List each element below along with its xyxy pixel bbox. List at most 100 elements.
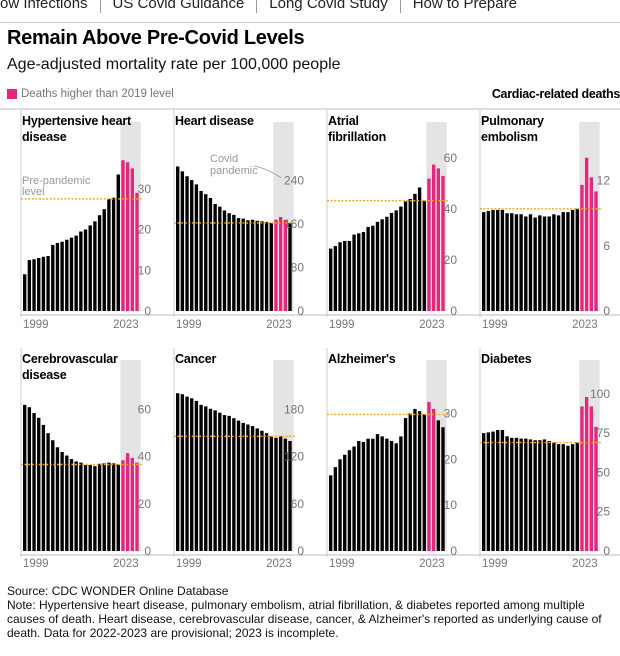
bar: [561, 212, 565, 311]
bar: [361, 232, 366, 311]
x-tick-label: 2023: [266, 558, 292, 570]
footnote: Note: Hypertensive heart disease, pulmon…: [7, 598, 602, 640]
y-tick-label: 0: [297, 304, 304, 318]
bar: [264, 221, 269, 311]
bar: [566, 445, 570, 551]
bar: [408, 413, 412, 551]
section-label: Cardiac-related deaths: [491, 87, 620, 101]
bar: [528, 214, 533, 311]
bar: [389, 212, 394, 311]
bar: [51, 440, 55, 551]
y-tick-label: 40: [138, 450, 152, 464]
bar: [380, 219, 384, 311]
nav-link-infections[interactable]: ow Infections: [0, 0, 101, 13]
bar: [130, 457, 135, 551]
bar: [528, 439, 533, 551]
bar: [176, 166, 180, 311]
bar: [575, 442, 579, 551]
legend-label: Deaths higher than 2019 level: [21, 88, 174, 100]
footer: Source: CDC WONDER Online Database Note:…: [7, 584, 607, 640]
bar: [27, 260, 32, 311]
bar: [594, 191, 598, 311]
bar: [431, 164, 436, 311]
y-tick-label: 20: [138, 223, 152, 237]
panel-title: Cancer: [175, 352, 217, 366]
bar: [88, 225, 92, 311]
bar: [32, 259, 36, 311]
bar: [375, 434, 380, 551]
bar: [496, 209, 500, 311]
bar: [413, 408, 417, 551]
bar: [441, 427, 445, 551]
bar: [329, 248, 333, 311]
bar: [352, 234, 356, 311]
bar: [88, 464, 92, 551]
bar: [125, 162, 130, 311]
bar: [222, 415, 227, 551]
bar: [514, 214, 519, 311]
bar: [589, 406, 594, 551]
y-tick-label: 0: [144, 304, 151, 318]
bar: [482, 212, 486, 311]
bar: [584, 157, 589, 311]
bar: [352, 446, 356, 551]
bar: [41, 256, 46, 311]
bar: [250, 426, 255, 551]
x-tick-label: 1999: [482, 319, 508, 331]
bar: [255, 428, 259, 551]
y-tick-label: 30: [444, 407, 458, 421]
bar: [427, 178, 431, 311]
bar: [366, 438, 370, 551]
bar: [500, 430, 505, 551]
bar: [566, 212, 570, 311]
bar: [204, 194, 208, 311]
y-tick-label: 100: [590, 387, 610, 401]
bar: [102, 209, 106, 311]
bar: [533, 217, 537, 311]
bar: [27, 407, 32, 551]
bar: [375, 221, 380, 311]
y-tick-label: 180: [284, 403, 304, 417]
bar: [204, 406, 208, 551]
bar: [130, 168, 135, 311]
y-tick-label: 20: [444, 452, 458, 466]
bar: [399, 436, 403, 551]
y-tick-label: 0: [603, 544, 610, 558]
y-tick-label: 40: [444, 202, 458, 216]
bar: [486, 211, 491, 311]
bar: [505, 213, 509, 311]
nav-divider: [0, 22, 620, 23]
bar: [255, 220, 259, 311]
bar: [552, 214, 556, 311]
bar: [524, 438, 528, 551]
nav-link-guidance[interactable]: US Covid Guidance: [101, 0, 258, 13]
bar: [208, 408, 213, 551]
bar: [41, 424, 46, 551]
bar: [199, 404, 203, 551]
bar: [361, 441, 366, 551]
bar: [366, 226, 370, 311]
bar: [333, 246, 338, 311]
bar: [111, 463, 116, 551]
panel-title: Atrial: [328, 114, 359, 128]
y-tick-label: 20: [138, 497, 152, 511]
bar: [37, 258, 41, 311]
nav-link-prepare[interactable]: How to Prepare: [412, 0, 517, 12]
bar: [288, 222, 292, 311]
x-tick-label: 1999: [23, 558, 49, 570]
nav-link-long-covid[interactable]: Long Covid Study: [257, 0, 401, 13]
bar: [55, 447, 60, 551]
bar: [524, 216, 528, 311]
bar: [185, 176, 189, 311]
pre-pandemic-annotation: Pre-pandemic: [22, 175, 91, 187]
bar: [486, 432, 491, 551]
bar: [93, 221, 97, 311]
bar: [274, 437, 278, 551]
bar: [218, 206, 222, 311]
bar: [514, 437, 519, 551]
bar: [246, 424, 250, 551]
bar: [538, 440, 542, 551]
bar: [37, 417, 41, 551]
bar: [241, 422, 245, 551]
legend-swatch: [7, 89, 17, 99]
